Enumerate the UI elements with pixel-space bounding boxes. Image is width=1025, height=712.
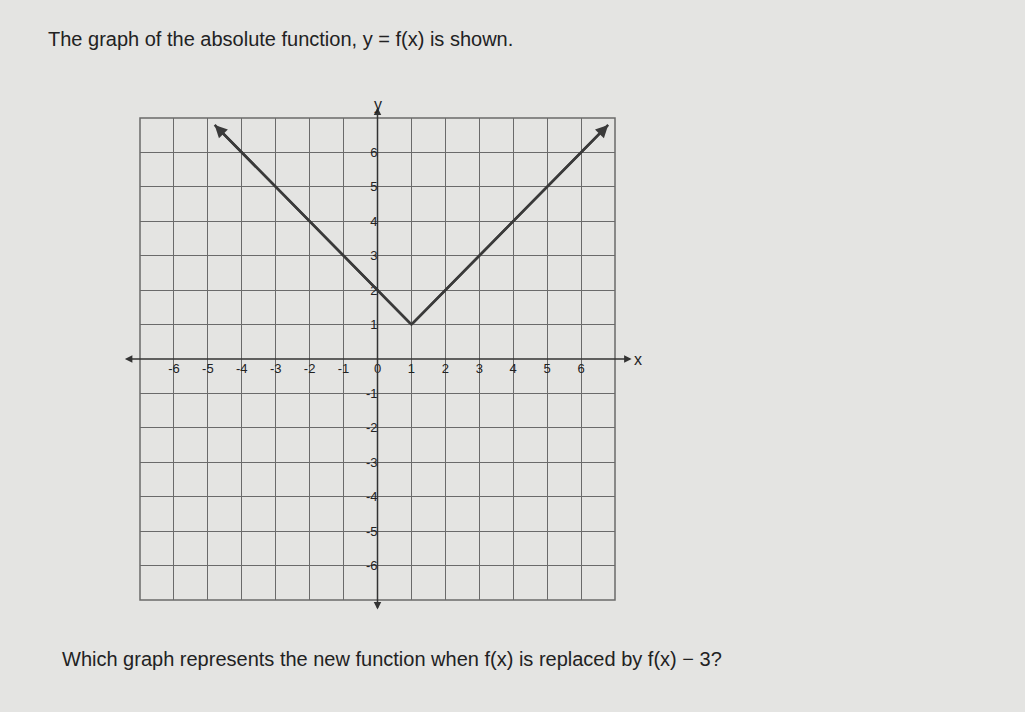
svg-text:1: 1 [408,361,415,376]
svg-text:1: 1 [370,317,377,332]
svg-text:0: 0 [374,361,381,376]
svg-text:4: 4 [370,214,377,229]
svg-text:3: 3 [476,361,483,376]
svg-text:2: 2 [442,361,449,376]
svg-text:-5: -5 [366,524,378,539]
svg-text:-3: -3 [270,361,282,376]
svg-text:-6: -6 [168,361,180,376]
svg-text:-2: -2 [366,420,378,435]
svg-text:-3: -3 [366,455,378,470]
svg-text:2: 2 [370,283,377,298]
svg-text:5: 5 [370,179,377,194]
svg-text:-1: -1 [366,386,378,401]
svg-text:x: x [634,351,642,368]
html-text:Which graph represents the new: Which graph represents the new function … [62,648,722,670]
svg-text:-6: -6 [366,558,378,573]
svg-text:5: 5 [544,361,551,376]
svg-text:-4: -4 [236,361,248,376]
svg-text:-5: -5 [202,361,214,376]
svg-text:-1: -1 [338,361,350,376]
svg-text:3: 3 [370,248,377,263]
svg-text:-4: -4 [366,489,378,504]
svg-text:6: 6 [370,145,377,160]
html-text:The graph of the absolute func: The graph of the absolute function, y = … [48,28,514,50]
svg-text:6: 6 [577,361,584,376]
svg-text:4: 4 [510,361,517,376]
svg-text:y: y [374,96,382,113]
svg-text:-2: -2 [304,361,316,376]
